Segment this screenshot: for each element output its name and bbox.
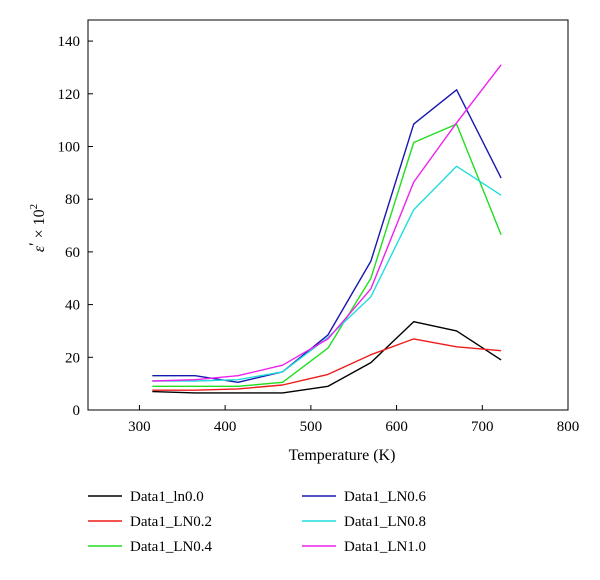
x-tick-label: 800 [557, 419, 580, 435]
y-tick-label: 40 [65, 298, 80, 314]
y-tick-label: 0 [73, 403, 81, 419]
y-axis-title-symbol: ε [31, 245, 48, 252]
plot-frame [87, 19, 569, 411]
series-line-0 [152, 321, 502, 394]
series-line-1 [152, 338, 502, 391]
y-tick-label: 80 [65, 192, 80, 208]
y-tick-label: 20 [65, 350, 80, 366]
y-tick-label: 100 [58, 139, 81, 155]
x-tick-label: 600 [385, 419, 408, 435]
x-tick-label: 400 [214, 419, 237, 435]
legend-label-5: Data1_LN1.0 [344, 539, 426, 555]
y-tick-label: 120 [58, 87, 81, 103]
legend-label-3: Data1_LN0.6 [344, 489, 427, 505]
x-tick-label: 700 [471, 419, 494, 435]
series-line-5 [152, 64, 502, 382]
series-lines [152, 64, 502, 394]
legend-label-0: Data1_ln0.0 [130, 489, 204, 505]
legend: Data1_ln0.0 Data1_LN0.2 Data1_LN0.4 Data1_L… [88, 489, 427, 555]
y-axis-title-times: × 10 [31, 209, 48, 242]
y-tick-label: 140 [58, 34, 81, 50]
y-tick-label: 60 [65, 245, 80, 261]
legend-label-4: Data1_LN0.8 [344, 514, 426, 530]
x-tick-label: 300 [128, 419, 151, 435]
y-axis: 0 20 40 60 80 100 120 140 [58, 34, 93, 419]
x-axis-title: Temperature (K) [289, 447, 396, 464]
y-axis-title-prime: ′ [27, 242, 44, 246]
y-axis-title: ε′ × 102 [27, 204, 48, 252]
series-line-4 [152, 165, 502, 382]
legend-label-1: Data1_LN0.2 [130, 514, 212, 530]
series-line-2 [152, 123, 502, 387]
x-tick-label: 500 [300, 419, 323, 435]
y-axis-title-exponent: 2 [28, 204, 40, 210]
legend-label-2: Data1_LN0.4 [130, 539, 213, 555]
x-axis: 300 400 500 600 700 800 [128, 405, 579, 435]
